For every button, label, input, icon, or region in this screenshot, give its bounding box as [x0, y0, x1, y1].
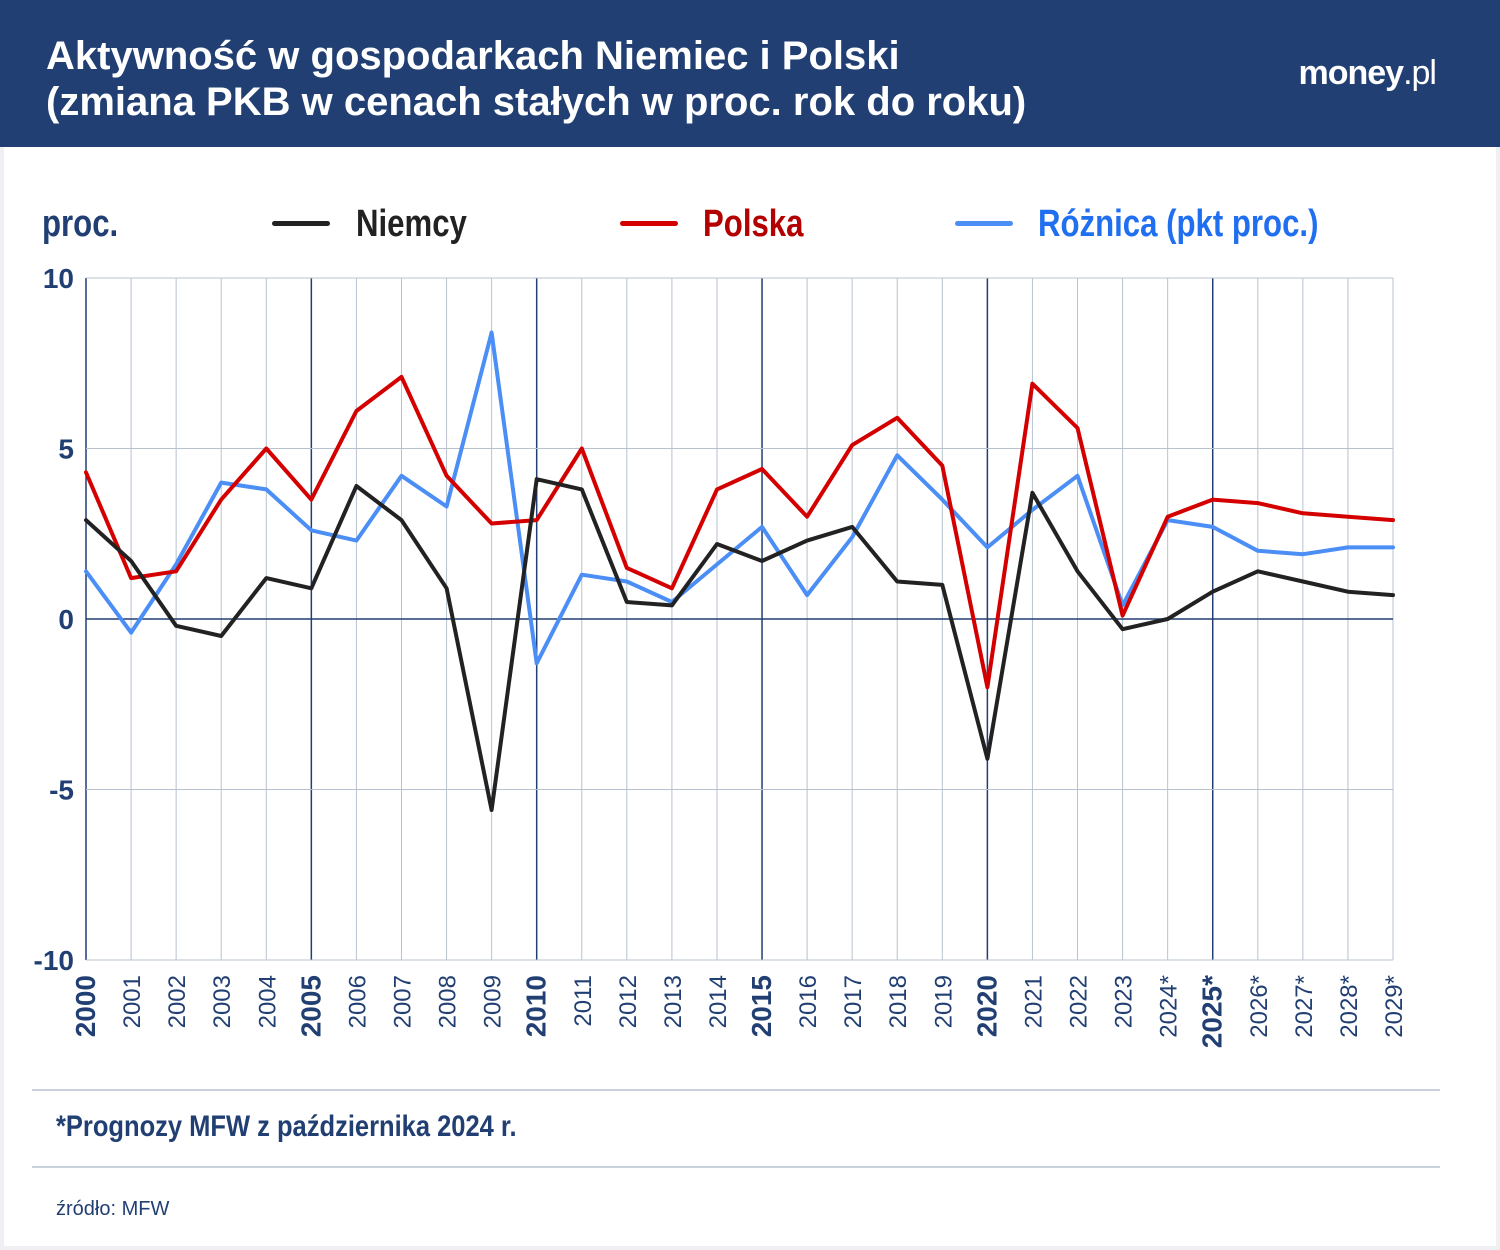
logo-suffix: .pl: [1403, 54, 1437, 92]
x-tick-label: 2004: [254, 975, 281, 1028]
x-tick-label: 2016: [795, 975, 822, 1028]
x-tick-label: 2027*: [1291, 975, 1318, 1038]
legend-label-2: Różnica (pkt proc.): [1038, 203, 1319, 245]
x-tick-label: 2026*: [1246, 975, 1273, 1038]
x-tick-label: 2023: [1111, 975, 1138, 1028]
header: Aktywność w gospodarkach Niemiec i Polsk…: [0, 0, 1500, 147]
x-tick-label: 2009: [480, 975, 507, 1028]
legend-label-0: Niemcy: [356, 203, 467, 245]
x-tick-label: 2014: [705, 975, 732, 1028]
x-tick-label: 2001: [119, 975, 146, 1028]
chart-subtitle: (zmiana PKB w cenach stałych w proc. rok…: [46, 80, 1027, 124]
y-tick-label: -5: [49, 775, 74, 806]
x-tick-label: 2006: [344, 975, 371, 1028]
x-tick-label: 2021: [1020, 975, 1047, 1028]
forecast-note: *Prognozy MFW z października 2024 r.: [56, 1110, 517, 1143]
logo-main: money: [1298, 54, 1404, 92]
x-tick-label: 2028*: [1336, 975, 1363, 1038]
x-tick-label: 2018: [885, 975, 912, 1028]
x-tick-label: 2025*: [1197, 975, 1228, 1048]
divider: [32, 1166, 1440, 1168]
x-tick-label: 2024*: [1156, 975, 1183, 1038]
x-tick-label: 2003: [209, 975, 236, 1028]
x-tick-label: 2020: [971, 975, 1002, 1037]
x-tick-label: 2013: [660, 975, 687, 1028]
x-tick-label: 2029*: [1381, 975, 1408, 1038]
legend-swatch-0: [272, 221, 330, 226]
x-tick-label: 2012: [615, 975, 642, 1028]
y-tick-label: 0: [58, 604, 74, 635]
y-tick-label: 10: [43, 263, 74, 294]
x-tick-label: 2005: [295, 975, 326, 1037]
x-tick-label: 2008: [435, 975, 462, 1028]
x-tick-label: 2007: [389, 975, 416, 1028]
line-chart: 2000 2001 2002 2003 2004 2005 2006 2007 2008 2009…: [34, 263, 1408, 1048]
y-tick-label: -10: [34, 945, 74, 976]
legend-label-1: Polska: [703, 203, 804, 245]
legend-swatch-2: [955, 221, 1013, 226]
source-text: źródło: MFW: [56, 1198, 170, 1220]
x-tick-label: 2000: [70, 975, 101, 1037]
divider: [32, 1089, 1440, 1091]
y-tick-label: 5: [58, 434, 74, 465]
legend-swatch-1: [620, 221, 678, 226]
x-tick-label: 2011: [570, 975, 597, 1027]
x-tick-label: 2022: [1066, 975, 1093, 1028]
chart-title: Aktywność w gospodarkach Niemiec i Polsk…: [46, 34, 900, 78]
x-tick-label: 2017: [840, 975, 867, 1028]
series-line-polska: [84, 374, 1395, 690]
chart-card: [4, 0, 1496, 1246]
logo: money.pl: [1298, 54, 1437, 93]
series-line-różnica: [84, 330, 1395, 666]
x-tick-label: 2019: [930, 975, 957, 1028]
x-tick-label: 2015: [746, 975, 777, 1037]
y-axis-label: proc.: [42, 203, 119, 245]
series-line-niemcy: [84, 477, 1395, 812]
x-tick-label: 2010: [521, 975, 552, 1037]
x-tick-label: 2002: [164, 975, 191, 1028]
